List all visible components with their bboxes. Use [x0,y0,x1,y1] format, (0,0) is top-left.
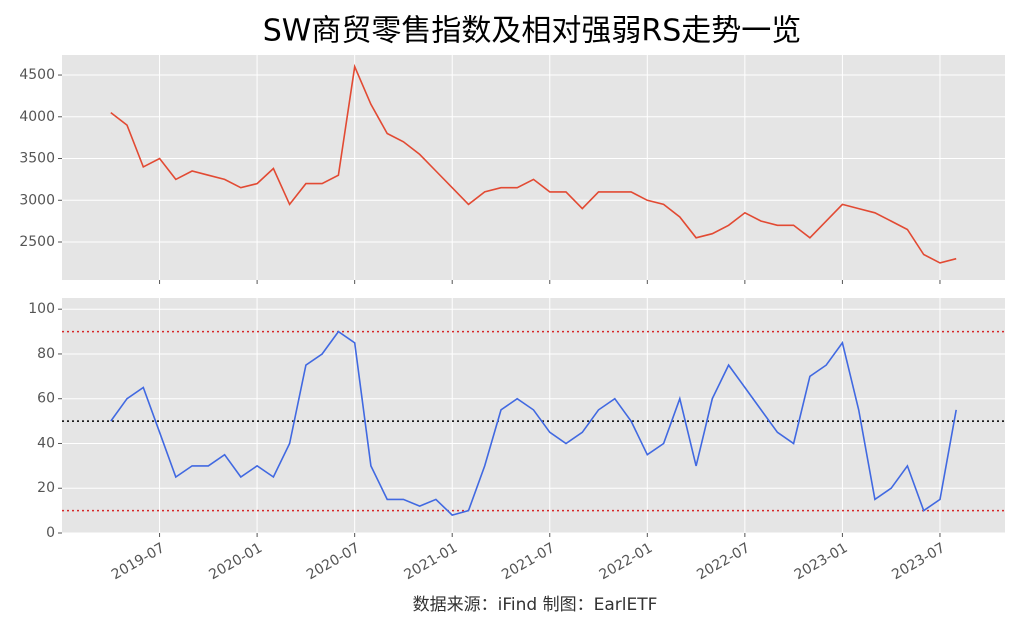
x-tick-label: 2022-01 [597,540,656,583]
chart-title: SW商贸零售指数及相对强弱RS走势一览 [263,14,802,49]
x-tick-label: 2020-07 [304,540,363,583]
y-tick-label: 0 [46,525,55,541]
line-series [110,330,957,516]
footer: 数据来源：iFind 制图：EarlETF [413,595,658,615]
plot-area [62,55,1005,280]
x-tick-label: 2021-07 [499,540,558,583]
plot-area [62,298,1005,533]
x-tick-label: 2021-01 [402,540,461,583]
y-tick-label: 80 [37,346,55,362]
y-tick-label: 2500 [19,234,55,250]
x-tick-label: 2023-07 [889,540,948,583]
x-tick-label: 2022-07 [694,540,753,583]
y-tick-label: 20 [37,480,55,496]
y-tick-label: 4500 [19,67,55,83]
y-tick-label: 60 [37,391,55,407]
y-tick-label: 3500 [19,151,55,167]
line-series [110,63,957,264]
y-tick-label: 40 [37,435,55,451]
x-tick-label: 2019-07 [109,540,168,583]
y-tick-label: 4000 [19,109,55,125]
x-tick-label: 2020-01 [206,540,265,583]
x-tick-label: 2023-01 [792,540,851,583]
y-tick-label: 3000 [19,192,55,208]
y-tick-label: 100 [28,301,55,317]
